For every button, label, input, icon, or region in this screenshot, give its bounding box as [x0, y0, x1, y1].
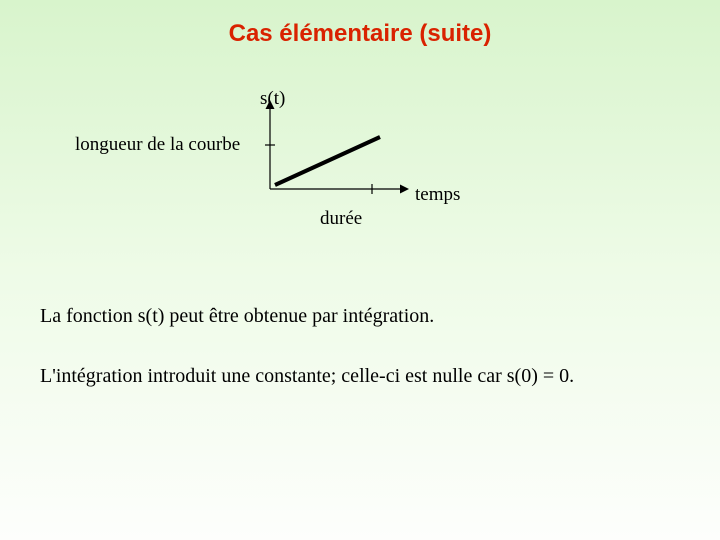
paragraph-1: La fonction s(t) peut être obtenue par i… [40, 305, 434, 328]
x-tick-label: durée [320, 208, 362, 230]
y-axis-title: s(t) [260, 88, 285, 110]
y-axis-label: longueur de la courbe [75, 134, 240, 156]
paragraph-2: L'intégration introduit une constante; c… [40, 365, 574, 388]
x-axis-label: temps [415, 184, 460, 206]
